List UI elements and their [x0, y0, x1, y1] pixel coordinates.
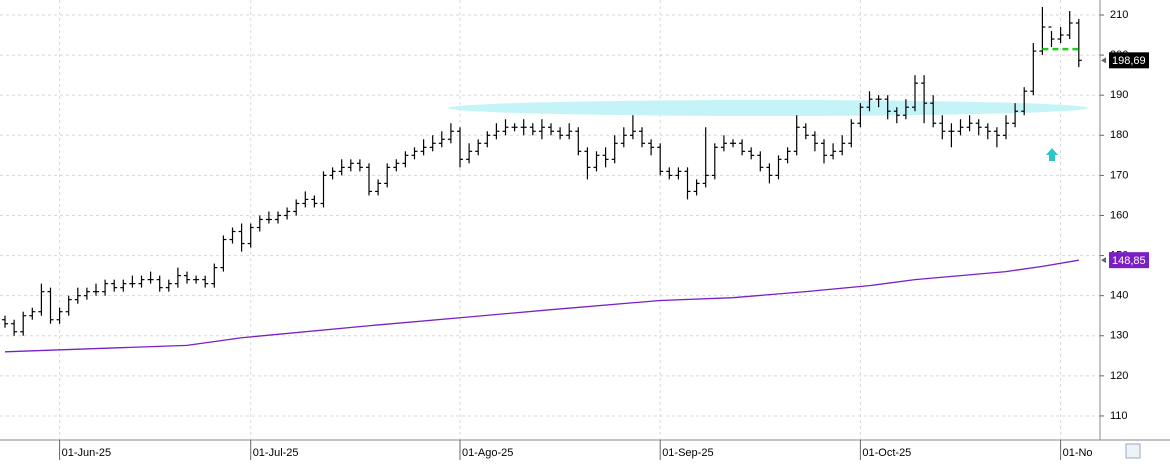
y-tick-label: 110 — [1110, 410, 1128, 422]
zoom-button[interactable] — [1125, 443, 1141, 459]
y-tick-label: 160 — [1110, 209, 1128, 221]
y-tick-label: 180 — [1110, 129, 1128, 141]
x-axis-panel — [0, 440, 1170, 464]
axes: 11012013014015016017018019020021001-Jun-… — [59, 9, 1149, 460]
moving-average — [4, 259, 1079, 353]
y-tick-label: 170 — [1110, 169, 1128, 181]
y-tick-label: 130 — [1110, 330, 1128, 342]
plot — [2, 6, 1082, 353]
x-tick-label: 01-Jul-25 — [253, 447, 299, 459]
y-tick-label: 120 — [1110, 370, 1128, 382]
x-tick-label: 01-No — [1063, 447, 1093, 459]
y-tick-label: 140 — [1110, 290, 1128, 302]
price-label-box — [1109, 252, 1149, 269]
price-pointer — [1101, 57, 1106, 64]
price-label-box — [1109, 52, 1149, 69]
x-tick-label: 01-Oct-25 — [862, 447, 911, 459]
price-label: 148,85 — [1112, 255, 1146, 267]
price-label: 198,69 — [1112, 55, 1146, 67]
zone-highlight — [448, 100, 1088, 116]
x-tick-label: 01-Jun-25 — [62, 447, 112, 459]
y-tick-label: 190 — [1110, 89, 1128, 101]
x-tick-label: 01-Sep-25 — [662, 447, 713, 459]
up-arrow — [1046, 148, 1058, 161]
y-axis-panel — [1100, 0, 1170, 440]
y-tick-label: 210 — [1110, 9, 1128, 21]
x-tick-label: 01-Ago-25 — [462, 447, 513, 459]
grid — [0, 0, 1100, 440]
price-pointer — [1101, 257, 1106, 264]
